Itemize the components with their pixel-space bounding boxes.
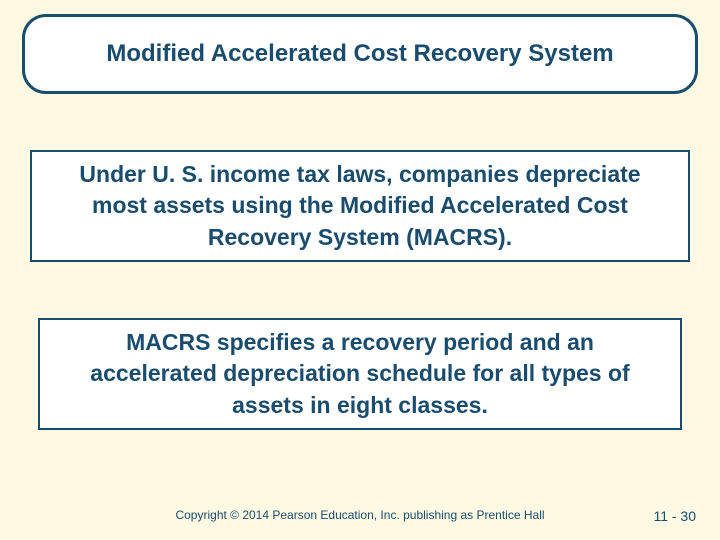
slide-title: Modified Accelerated Cost Recovery Syste… <box>106 40 613 68</box>
content-text-1: Under U. S. income tax laws, companies d… <box>50 159 670 252</box>
copyright-text: Copyright © 2014 Pearson Education, Inc.… <box>0 508 720 522</box>
page-number: 11 - 30 <box>653 508 696 524</box>
content-box-2: MACRS specifies a recovery period and an… <box>38 318 682 430</box>
content-text-2: MACRS specifies a recovery period and an… <box>60 327 660 420</box>
content-box-1: Under U. S. income tax laws, companies d… <box>30 150 690 262</box>
title-container: Modified Accelerated Cost Recovery Syste… <box>22 14 698 94</box>
